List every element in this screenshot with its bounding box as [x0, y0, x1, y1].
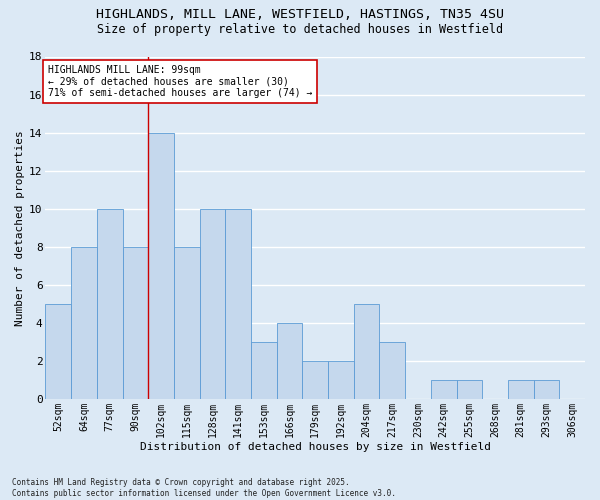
Bar: [122, 246, 148, 399]
Text: Size of property relative to detached houses in Westfield: Size of property relative to detached ho…: [97, 22, 503, 36]
Bar: [148, 132, 174, 399]
Text: HIGHLANDS MILL LANE: 99sqm
← 29% of detached houses are smaller (30)
71% of semi: HIGHLANDS MILL LANE: 99sqm ← 29% of deta…: [48, 65, 313, 98]
Bar: [225, 208, 251, 399]
Text: Contains HM Land Registry data © Crown copyright and database right 2025.
Contai: Contains HM Land Registry data © Crown c…: [12, 478, 396, 498]
Bar: [200, 208, 225, 399]
Bar: [251, 342, 277, 399]
Bar: [277, 323, 302, 399]
Bar: [97, 208, 122, 399]
Bar: [354, 304, 379, 399]
Bar: [457, 380, 482, 399]
Bar: [431, 380, 457, 399]
Y-axis label: Number of detached properties: Number of detached properties: [15, 130, 25, 326]
Bar: [302, 361, 328, 399]
Bar: [379, 342, 405, 399]
Bar: [508, 380, 533, 399]
Bar: [46, 304, 71, 399]
Text: HIGHLANDS, MILL LANE, WESTFIELD, HASTINGS, TN35 4SU: HIGHLANDS, MILL LANE, WESTFIELD, HASTING…: [96, 8, 504, 20]
Bar: [174, 246, 200, 399]
X-axis label: Distribution of detached houses by size in Westfield: Distribution of detached houses by size …: [140, 442, 491, 452]
Bar: [328, 361, 354, 399]
Bar: [533, 380, 559, 399]
Bar: [71, 246, 97, 399]
